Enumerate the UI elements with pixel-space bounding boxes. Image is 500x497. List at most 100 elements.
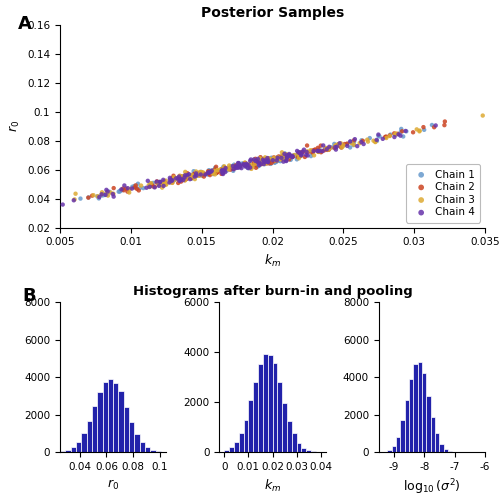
Chain 3 bbox=[270, 154, 278, 162]
Chain 2 bbox=[182, 175, 190, 183]
Chain 2 bbox=[308, 147, 316, 155]
Chain 2 bbox=[275, 153, 283, 161]
Chain 2 bbox=[200, 172, 208, 180]
Chain 3 bbox=[310, 152, 318, 160]
Chain 3 bbox=[28, 206, 36, 214]
Chain 3 bbox=[176, 171, 184, 179]
Chain 3 bbox=[246, 160, 254, 168]
Chain 2 bbox=[88, 192, 96, 200]
Bar bbox=[435, 433, 440, 452]
Chain 2 bbox=[204, 169, 212, 177]
Chain 4 bbox=[374, 131, 382, 139]
Chain 1 bbox=[114, 188, 122, 196]
Chain 4 bbox=[196, 170, 204, 178]
Chain 3 bbox=[478, 111, 486, 119]
Chain 4 bbox=[232, 163, 239, 170]
Chain 1 bbox=[296, 149, 304, 157]
Chain 2 bbox=[200, 170, 208, 178]
X-axis label: $\log_{10}(\sigma^2)$: $\log_{10}(\sigma^2)$ bbox=[403, 478, 461, 497]
Chain 2 bbox=[225, 164, 233, 172]
Chain 4 bbox=[166, 174, 174, 182]
Chain 3 bbox=[211, 170, 219, 178]
Chain 1 bbox=[76, 195, 84, 203]
Chain 2 bbox=[153, 177, 161, 185]
Chain 4 bbox=[323, 145, 331, 153]
Chain 1 bbox=[255, 160, 263, 167]
Chain 1 bbox=[272, 158, 280, 166]
Chain 3 bbox=[172, 174, 179, 182]
Chain 2 bbox=[270, 156, 278, 164]
Chain 1 bbox=[190, 167, 198, 175]
Chain 4 bbox=[326, 143, 334, 151]
Chain 2 bbox=[18, 206, 26, 214]
Chain 3 bbox=[214, 166, 222, 174]
Bar bbox=[150, 450, 156, 452]
Chain 1 bbox=[244, 164, 252, 171]
Bar bbox=[444, 449, 448, 452]
Chain 2 bbox=[285, 156, 293, 164]
Bar bbox=[422, 373, 426, 452]
Chain 1 bbox=[294, 149, 302, 157]
Chain 1 bbox=[343, 140, 351, 148]
Chain 2 bbox=[241, 159, 249, 167]
Chain 2 bbox=[182, 174, 190, 182]
Bar bbox=[118, 391, 124, 452]
Chain 3 bbox=[279, 154, 287, 162]
Chain 1 bbox=[281, 150, 289, 158]
Chain 1 bbox=[84, 193, 92, 201]
Chain 1 bbox=[245, 165, 253, 172]
Chain 1 bbox=[307, 152, 315, 160]
Chain 1 bbox=[200, 170, 207, 178]
Bar bbox=[409, 379, 414, 452]
Chain 1 bbox=[273, 156, 281, 164]
Bar bbox=[302, 448, 306, 452]
Chain 2 bbox=[190, 170, 198, 178]
Chain 1 bbox=[251, 158, 259, 166]
Bar bbox=[388, 450, 392, 452]
Chain 2 bbox=[258, 160, 266, 168]
Chain 2 bbox=[265, 160, 273, 167]
Chain 3 bbox=[207, 168, 215, 176]
Chain 3 bbox=[296, 152, 304, 160]
Chain 1 bbox=[240, 160, 248, 167]
Chain 1 bbox=[279, 154, 287, 162]
Chain 3 bbox=[297, 152, 305, 160]
Chain 1 bbox=[199, 170, 207, 178]
Chain 4 bbox=[208, 167, 216, 175]
Chain 1 bbox=[275, 157, 283, 165]
Chain 3 bbox=[416, 127, 424, 135]
Chain 4 bbox=[238, 164, 246, 172]
Y-axis label: $r_0$: $r_0$ bbox=[8, 120, 22, 132]
Bar bbox=[81, 433, 86, 452]
Chain 2 bbox=[170, 172, 177, 180]
Chain 4 bbox=[260, 157, 268, 165]
Chain 2 bbox=[278, 152, 286, 160]
Chain 3 bbox=[281, 150, 289, 158]
Chain 2 bbox=[311, 146, 319, 154]
Chain 4 bbox=[280, 150, 288, 158]
Chain 1 bbox=[170, 176, 178, 184]
Chain 2 bbox=[214, 167, 222, 175]
Chain 2 bbox=[256, 153, 264, 161]
Chain 1 bbox=[254, 163, 262, 170]
Chain 3 bbox=[248, 165, 256, 173]
Chain 1 bbox=[266, 160, 274, 168]
Chain 2 bbox=[162, 179, 170, 187]
Chain 2 bbox=[84, 194, 92, 202]
Chain 1 bbox=[386, 131, 394, 139]
Chain 2 bbox=[304, 148, 312, 156]
Chain 2 bbox=[180, 174, 188, 182]
Bar bbox=[263, 354, 268, 452]
Chain 3 bbox=[356, 139, 364, 147]
Chain 4 bbox=[242, 161, 250, 169]
Chain 3 bbox=[156, 178, 164, 186]
Chain 4 bbox=[218, 167, 226, 175]
Chain 2 bbox=[160, 177, 168, 185]
Chain 4 bbox=[287, 153, 295, 161]
Chain 2 bbox=[130, 183, 138, 191]
Chain 4 bbox=[255, 161, 263, 169]
Chain 4 bbox=[285, 150, 293, 158]
Chain 1 bbox=[262, 157, 270, 165]
Chain 2 bbox=[284, 152, 292, 160]
Chain 2 bbox=[317, 148, 325, 156]
